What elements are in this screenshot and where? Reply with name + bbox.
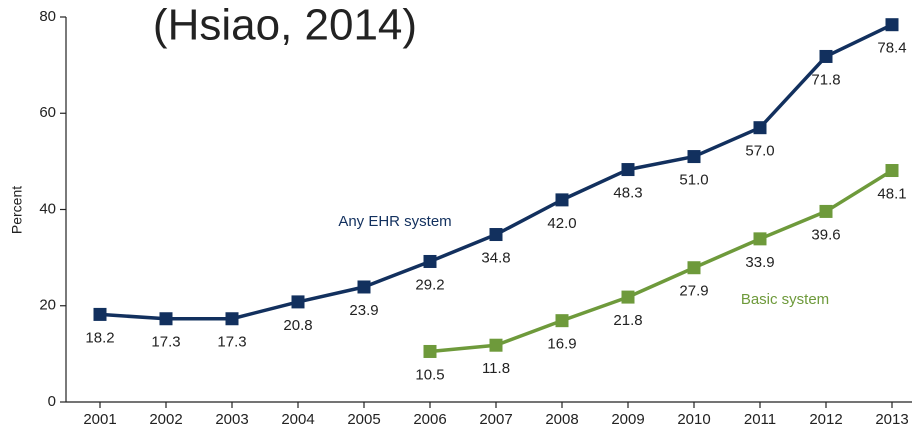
x-tick-label: 2006 bbox=[413, 411, 446, 428]
y-tick-label: 60 bbox=[39, 104, 56, 121]
x-tick-label: 2012 bbox=[809, 411, 842, 428]
data-label: 29.2 bbox=[415, 276, 444, 293]
data-label: 78.4 bbox=[877, 40, 906, 57]
x-tick-label: 2002 bbox=[149, 411, 182, 428]
data-label: 10.5 bbox=[415, 366, 444, 383]
x-tick-label: 2009 bbox=[611, 411, 644, 428]
x-tick-label: 2011 bbox=[744, 411, 776, 428]
x-tick-label: 2004 bbox=[281, 411, 314, 428]
data-point bbox=[885, 18, 899, 32]
data-point bbox=[819, 204, 833, 218]
data-point bbox=[555, 314, 569, 328]
data-point bbox=[291, 295, 305, 309]
data-point bbox=[555, 193, 569, 207]
data-point bbox=[687, 150, 701, 164]
data-point bbox=[753, 232, 767, 246]
data-label: 42.0 bbox=[547, 215, 576, 232]
data-point bbox=[753, 121, 767, 135]
data-point bbox=[621, 290, 635, 304]
data-point bbox=[621, 163, 635, 177]
y-tick-label: 40 bbox=[39, 200, 56, 217]
data-point bbox=[225, 312, 239, 326]
data-label: 34.8 bbox=[481, 249, 510, 266]
x-tick-label: 2010 bbox=[677, 411, 710, 428]
data-label: 48.3 bbox=[613, 185, 642, 202]
data-label: 20.8 bbox=[283, 317, 312, 334]
data-point bbox=[93, 307, 107, 321]
data-label: 11.8 bbox=[482, 360, 510, 377]
series-line bbox=[429, 169, 893, 354]
data-label: 33.9 bbox=[745, 254, 774, 271]
series-line bbox=[99, 23, 893, 321]
data-label: 16.9 bbox=[547, 336, 576, 353]
y-tick-label: 20 bbox=[39, 297, 56, 314]
data-label: 17.3 bbox=[151, 334, 180, 351]
data-label: 17.3 bbox=[217, 334, 246, 351]
series-name: Any EHR system bbox=[338, 213, 451, 230]
data-label: 27.9 bbox=[679, 283, 708, 300]
data-label: 48.1 bbox=[877, 185, 906, 202]
data-point bbox=[423, 254, 437, 268]
x-tick-label: 2003 bbox=[215, 411, 248, 428]
x-tick-label: 2001 bbox=[83, 411, 116, 428]
data-label: 18.2 bbox=[85, 329, 114, 346]
data-label: 39.6 bbox=[811, 226, 840, 243]
series-name: Basic system bbox=[741, 291, 829, 308]
data-point bbox=[819, 49, 833, 63]
data-point bbox=[159, 312, 173, 326]
data-label: 51.0 bbox=[679, 172, 708, 189]
data-point bbox=[687, 261, 701, 275]
x-tick-label: 2005 bbox=[347, 411, 380, 428]
data-point bbox=[357, 280, 371, 294]
chart-title: (Hsiao, 2014) bbox=[153, 1, 417, 50]
data-label: 71.8 bbox=[811, 71, 840, 88]
x-tick-label: 2007 bbox=[479, 411, 512, 428]
data-point bbox=[489, 228, 503, 242]
y-tick-label: 0 bbox=[48, 393, 56, 410]
data-point bbox=[489, 338, 503, 352]
x-tick-label: 2013 bbox=[875, 411, 908, 428]
y-tick-label: 80 bbox=[39, 8, 56, 25]
y-axis-label: Percent bbox=[9, 186, 25, 234]
x-tick-label: 2008 bbox=[545, 411, 578, 428]
data-label: 57.0 bbox=[745, 143, 774, 160]
data-label: 21.8 bbox=[613, 312, 642, 329]
data-label: 23.9 bbox=[349, 302, 378, 319]
data-point bbox=[885, 164, 899, 178]
data-point bbox=[423, 344, 437, 358]
